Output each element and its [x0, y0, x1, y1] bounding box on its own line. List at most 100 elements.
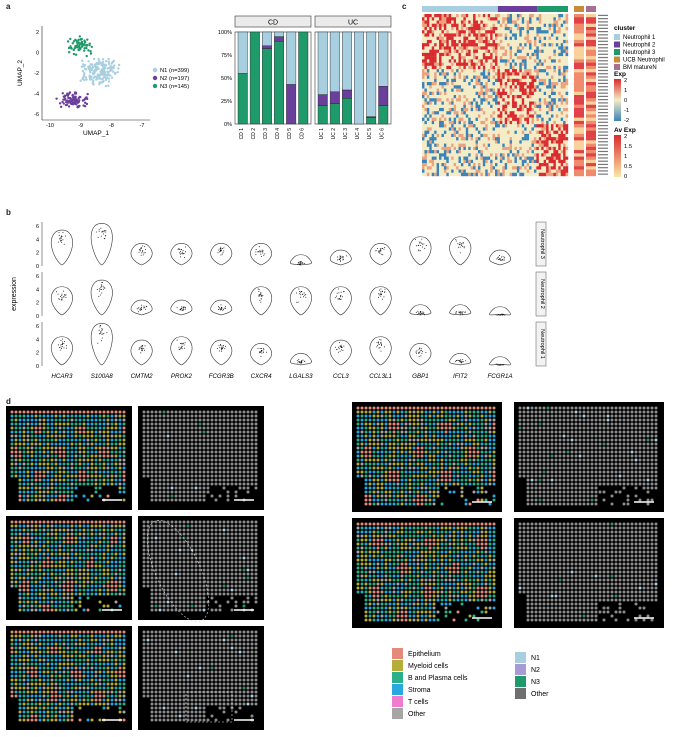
spatial-spot-celltype — [58, 422, 62, 426]
heat-cell — [538, 98, 542, 102]
spatial-spot-celltype — [14, 410, 18, 414]
heat-cell — [441, 101, 445, 105]
spatial-spot-celltype — [14, 462, 18, 466]
spatial-spot-celltype — [30, 418, 34, 422]
violin-point — [459, 360, 461, 362]
heat-cell — [482, 59, 486, 63]
heat-cell — [446, 120, 449, 125]
heat-cell — [516, 56, 520, 60]
heat-cell — [502, 140, 505, 144]
heat-cell — [426, 143, 430, 148]
heat-cell — [553, 140, 557, 144]
heat-cell — [439, 159, 442, 164]
heat-cell — [558, 17, 561, 21]
heat-cell — [504, 36, 508, 41]
heat-cell — [443, 46, 447, 50]
heat-cell — [548, 111, 552, 115]
spatial-spot-celltype — [58, 470, 62, 474]
violin-point — [455, 239, 457, 241]
heat-cell — [512, 46, 515, 50]
heat-cell — [497, 91, 501, 96]
heat-cell — [468, 159, 471, 164]
heat-cell — [541, 117, 544, 122]
spatial-spot-celltype — [70, 434, 74, 438]
heat-cell — [426, 56, 430, 60]
heat-cell — [475, 88, 479, 92]
umap-x-tick: -7 — [140, 123, 145, 129]
heat-cell — [558, 143, 561, 148]
heat-cell — [558, 56, 561, 60]
heat-cell — [490, 146, 493, 151]
heat-cell — [553, 78, 557, 83]
heat-cell — [502, 95, 505, 99]
heat-cell — [492, 49, 496, 54]
umap-point-N3 — [80, 45, 84, 48]
heat-cell — [436, 98, 440, 102]
heat-cell — [560, 59, 564, 63]
violin-point — [343, 345, 345, 347]
violin-point — [64, 293, 66, 295]
spatial-spot-celltype — [106, 434, 110, 438]
heat-cell — [458, 166, 462, 170]
violin-point — [255, 251, 257, 253]
heat-cell — [436, 23, 440, 28]
heat-cell — [470, 75, 474, 79]
heat-cell — [431, 127, 435, 131]
violin-point — [304, 360, 306, 362]
violin-point — [180, 253, 182, 255]
heat-cell — [477, 140, 481, 144]
violin-point — [302, 359, 304, 361]
spatial-spot-celltype — [34, 458, 38, 462]
spatial-spot-celltype — [106, 474, 110, 478]
heat-cell — [482, 26, 486, 31]
spatial-panel-bg — [6, 406, 132, 510]
heat-cell — [495, 120, 498, 125]
comp-bar-N3 — [378, 105, 389, 125]
heat-cell — [531, 69, 535, 73]
heat-cell — [504, 153, 508, 157]
violin-point — [262, 350, 264, 352]
heat-cell — [509, 30, 513, 34]
heat-cell — [499, 143, 503, 148]
violin-point — [259, 300, 261, 302]
spatial-spot-celltype — [90, 438, 94, 442]
heat-cell — [533, 59, 537, 63]
heat-cell — [434, 153, 437, 157]
heat-cell — [422, 85, 425, 89]
heat-cell — [536, 33, 539, 37]
spatial-spot-celltype — [78, 482, 82, 486]
spatial-spot-celltype — [78, 462, 82, 466]
heat-cell — [463, 59, 466, 63]
heat-cell — [465, 169, 469, 173]
spatial-spot-celltype — [62, 430, 66, 434]
heat-cell — [495, 49, 498, 54]
heat-cell — [456, 114, 459, 118]
umap-point-N2 — [61, 100, 64, 104]
heat-cell — [509, 36, 513, 41]
heat-cell — [531, 101, 535, 105]
heat-cell — [499, 140, 503, 144]
heat-cell — [451, 98, 454, 102]
spatial-spot-celltype — [42, 486, 46, 490]
heat-cell — [516, 39, 520, 44]
heat-cell — [531, 127, 535, 131]
heat-cell — [555, 30, 559, 34]
heat-cell — [514, 130, 518, 135]
heat-cell — [521, 62, 525, 67]
violin-point — [98, 333, 100, 335]
heat-cell — [451, 143, 454, 148]
violin-point — [503, 259, 505, 261]
heat-cell — [439, 130, 442, 135]
heat-cell — [541, 143, 544, 148]
heat-cell — [538, 43, 542, 47]
violin-point — [100, 235, 102, 237]
heat-cell — [507, 111, 510, 115]
heat-cell — [426, 166, 430, 170]
heat-cell — [533, 85, 537, 89]
comp-bar-N3 — [329, 103, 340, 125]
heat-cell — [529, 137, 532, 141]
heat-cell — [541, 17, 544, 21]
heat-cell — [424, 69, 428, 73]
heat-cell — [424, 46, 428, 50]
